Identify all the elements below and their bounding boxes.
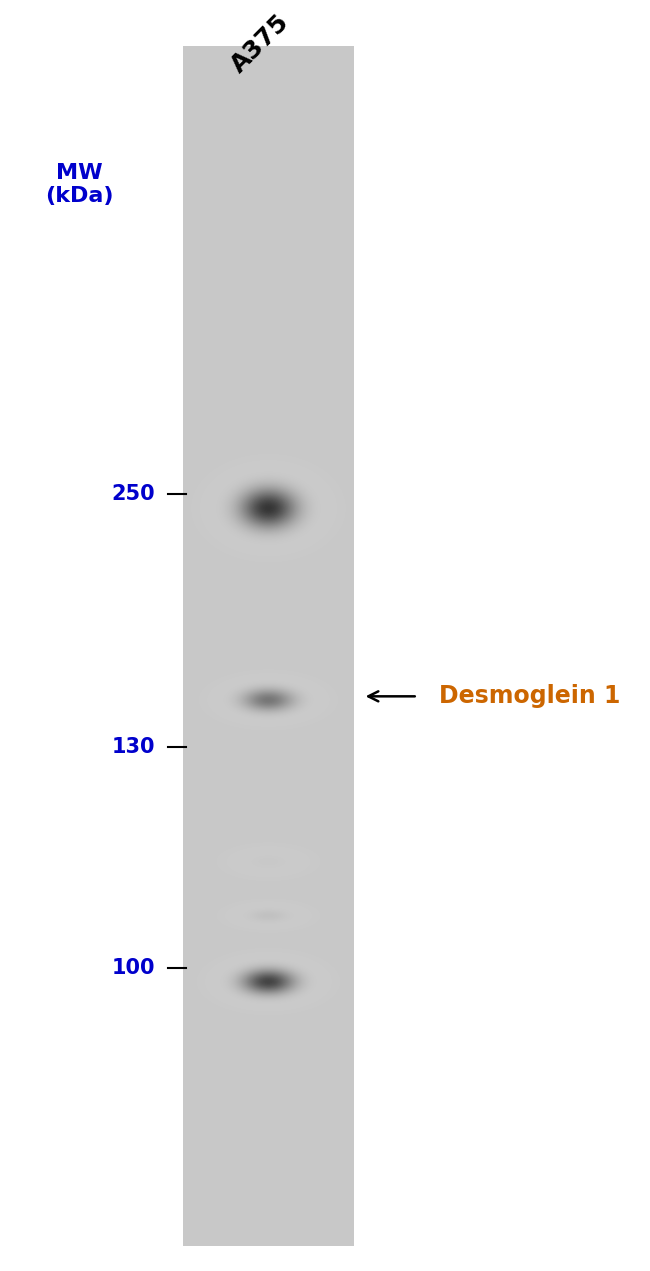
Text: MW
(kDa): MW (kDa)	[45, 163, 114, 206]
Text: A375: A375	[226, 10, 294, 78]
Bar	[183, 46, 354, 1246]
Text: 250: 250	[112, 484, 155, 505]
Text: Desmoglein 1: Desmoglein 1	[439, 684, 620, 708]
Text: 100: 100	[112, 958, 155, 977]
Text: 130: 130	[112, 737, 155, 756]
